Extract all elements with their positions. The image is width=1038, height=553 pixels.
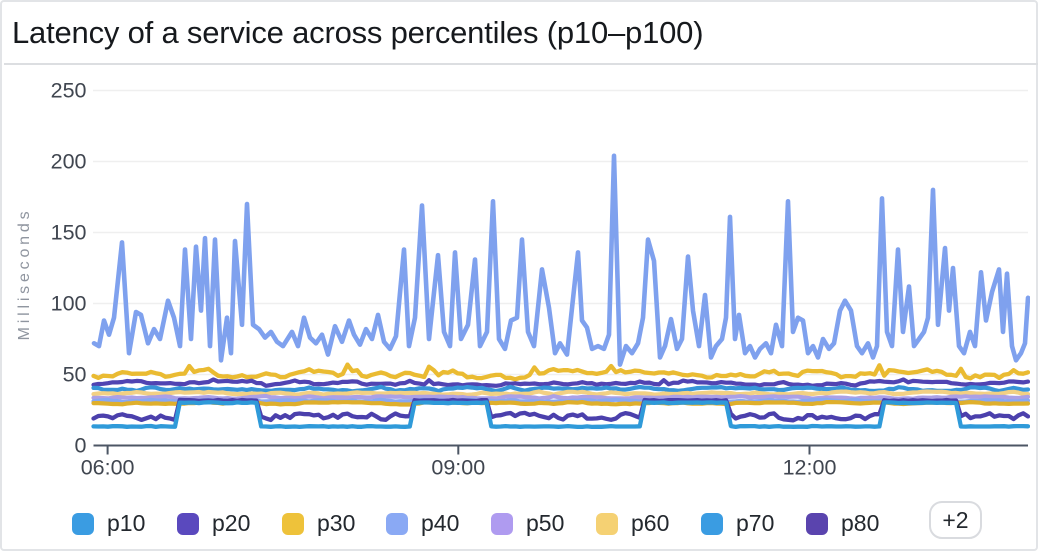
svg-text:150: 150 <box>51 221 87 245</box>
svg-text:0: 0 <box>75 434 87 458</box>
svg-text:12:00: 12:00 <box>783 456 837 480</box>
svg-text:250: 250 <box>51 79 87 103</box>
svg-text:Milliseconds: Milliseconds <box>16 208 33 341</box>
svg-text:50: 50 <box>63 363 87 387</box>
svg-text:06:00: 06:00 <box>81 456 135 480</box>
svg-text:09:00: 09:00 <box>431 456 485 480</box>
svg-text:200: 200 <box>51 150 87 174</box>
svg-text:100: 100 <box>51 292 87 316</box>
